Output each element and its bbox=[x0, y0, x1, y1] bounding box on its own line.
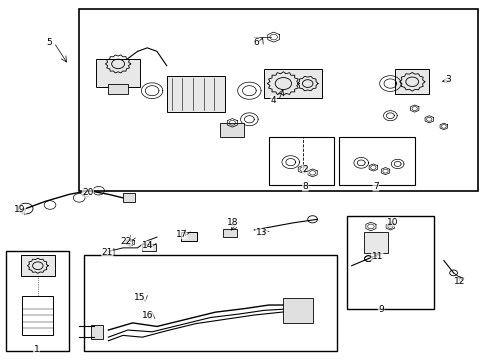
Bar bbox=[91, 325, 103, 339]
Bar bbox=[122, 193, 135, 202]
Text: 18: 18 bbox=[226, 218, 238, 227]
Bar bbox=[283, 298, 312, 323]
Text: 5: 5 bbox=[46, 38, 52, 47]
Bar bbox=[363, 232, 387, 253]
Text: 15: 15 bbox=[134, 293, 145, 302]
Text: 21: 21 bbox=[102, 248, 113, 257]
Bar bbox=[346, 216, 433, 309]
Bar bbox=[264, 69, 322, 98]
Text: 13: 13 bbox=[255, 228, 267, 237]
Text: 7: 7 bbox=[372, 182, 378, 191]
Text: 17: 17 bbox=[175, 230, 186, 239]
Text: 8: 8 bbox=[302, 182, 307, 191]
Bar bbox=[339, 137, 414, 185]
Text: 19: 19 bbox=[14, 205, 25, 214]
Text: 3: 3 bbox=[444, 76, 450, 85]
Bar bbox=[108, 84, 127, 94]
Text: 20: 20 bbox=[82, 188, 93, 197]
Text: 10: 10 bbox=[386, 218, 398, 227]
Text: 16: 16 bbox=[141, 311, 153, 320]
Text: 2: 2 bbox=[302, 165, 307, 174]
Bar bbox=[6, 251, 69, 351]
Bar bbox=[84, 255, 336, 351]
Bar bbox=[222, 229, 237, 237]
Text: 14: 14 bbox=[142, 241, 153, 250]
Text: 1: 1 bbox=[34, 345, 39, 354]
Text: 6: 6 bbox=[253, 37, 259, 46]
Bar bbox=[22, 296, 53, 336]
Bar bbox=[96, 59, 140, 87]
Bar bbox=[142, 244, 156, 251]
Bar bbox=[220, 123, 244, 137]
Text: 22: 22 bbox=[120, 237, 131, 246]
Bar bbox=[394, 69, 428, 94]
Text: 11: 11 bbox=[371, 252, 382, 261]
Bar bbox=[79, 9, 477, 191]
Text: 4: 4 bbox=[270, 96, 276, 105]
Bar bbox=[181, 232, 197, 241]
Bar bbox=[268, 137, 334, 185]
Text: 9: 9 bbox=[378, 305, 383, 314]
Bar bbox=[166, 76, 224, 112]
Text: 12: 12 bbox=[453, 277, 464, 286]
Bar bbox=[21, 255, 55, 276]
